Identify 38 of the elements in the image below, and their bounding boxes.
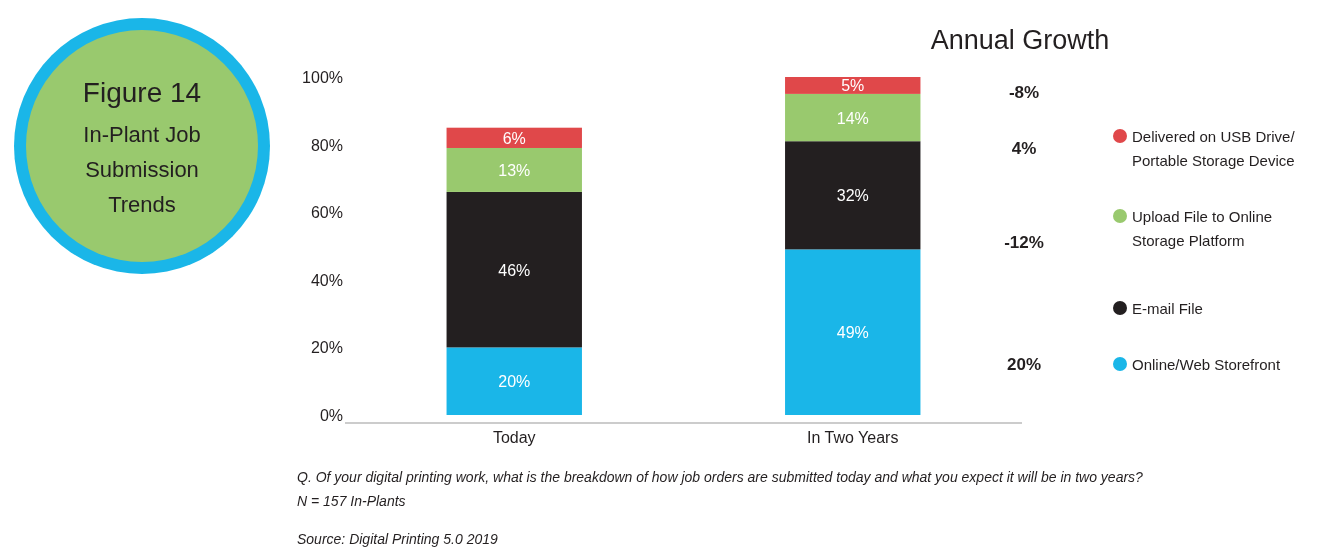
data-label: 46%: [498, 261, 531, 279]
x-tick-label: In Two Years: [807, 429, 899, 446]
y-tick-label: 80%: [310, 136, 343, 154]
y-tick-label: 40%: [310, 271, 343, 289]
legend-label: Delivered on USB Drive/ Portable Storage Device: [1132, 128, 1296, 169]
bar: [446, 347, 582, 415]
text: In-Plant Job Submission Trends: [83, 122, 201, 217]
data-label: 32%: [836, 187, 869, 205]
text: N = 157 In-Plants: [297, 493, 406, 509]
data-label: 13%: [498, 161, 531, 179]
legend-label: Online/Web Storefront: [1132, 356, 1281, 373]
y-tick-label: 20%: [310, 339, 343, 357]
bar: [785, 93, 921, 142]
legend-label: Upload File to Online Storage Platform: [1132, 208, 1273, 249]
y-tick-label: 60%: [310, 204, 343, 222]
chart-title: Figure 14: [82, 77, 202, 108]
annotation: 20%: [1006, 355, 1042, 374]
y-tick-label: 0%: [319, 407, 343, 424]
text: Q. Of your digital printing work, what is the breakdown of how job orders are submitted today and what you expect it will be in two years?: [297, 469, 1144, 485]
bar: [446, 127, 582, 148]
bar: [446, 147, 582, 192]
data-label: 5%: [841, 77, 865, 95]
y-tick-label: 100%: [302, 69, 343, 86]
data-label: 49%: [836, 324, 869, 342]
data-label: 14%: [836, 109, 869, 127]
data-label: 20%: [498, 373, 531, 391]
bar: [785, 77, 921, 94]
source-note: Source: Digital Printing 5.0 2019: [297, 531, 498, 547]
annotation: 4%: [1011, 139, 1037, 158]
bar: [785, 141, 921, 250]
data-label: 6%: [502, 129, 526, 147]
legend-label: E-mail File: [1132, 300, 1203, 317]
bar: [785, 249, 921, 415]
bar: [446, 191, 582, 348]
x-tick-label: Today: [492, 429, 536, 446]
annotation: -12%: [1004, 233, 1044, 252]
text: Annual Growth: [930, 25, 1110, 55]
annotation: -8%: [1008, 83, 1040, 102]
